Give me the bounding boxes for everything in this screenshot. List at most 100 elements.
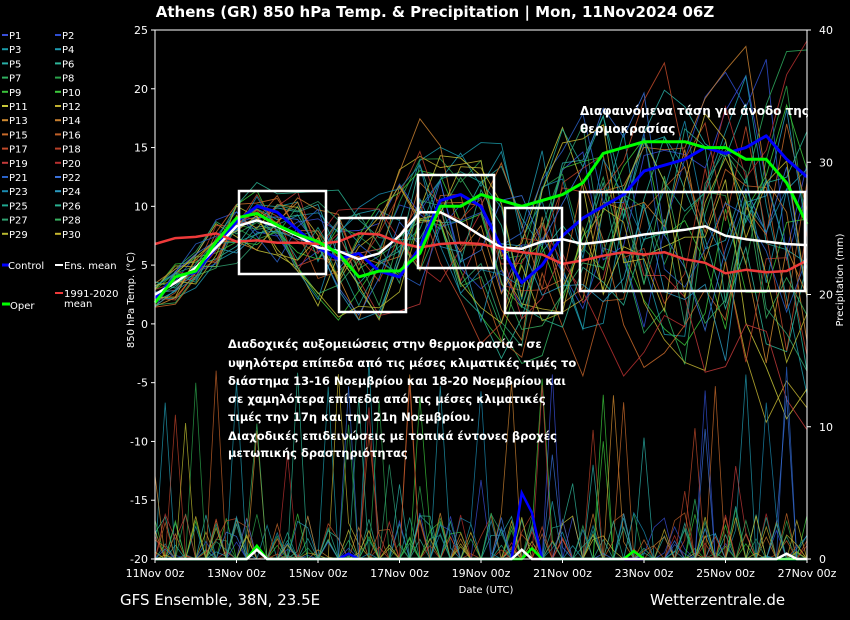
y-tick-label: 25 — [134, 24, 148, 37]
annotation-box — [416, 173, 496, 270]
x-tick-label: 11Nov 00z — [126, 567, 185, 580]
legend-item-p12: P12 — [62, 102, 81, 113]
annotation-box — [503, 206, 564, 315]
legend-item-p4: P4 — [62, 45, 74, 56]
legend-item-p8: P8 — [62, 74, 74, 85]
legend-item-p3: P3 — [9, 45, 21, 56]
y-tick-label: 15 — [134, 142, 148, 155]
member-line-P18 — [154, 150, 808, 363]
svg-text:Διαχοδικές επιδεινώσεις με τοπ: Διαχοδικές επιδεινώσεις με τοπικά έντονε… — [228, 429, 557, 443]
annotation-box — [237, 189, 328, 276]
legend-item-p5: P5 — [9, 59, 21, 70]
y-tick-label: 5 — [141, 259, 148, 272]
legend-item-p15: P15 — [9, 130, 28, 141]
y-tick-label: -5 — [137, 377, 148, 390]
legend-ens-mean: Ens. mean — [64, 261, 117, 272]
member-line-P27 — [154, 123, 808, 372]
legend-clim-line1: 1991-2020 — [64, 289, 119, 300]
legend-item-p27: P27 — [9, 216, 28, 227]
member-line-P10 — [154, 103, 808, 330]
y2-tick-label: 40 — [819, 24, 833, 37]
x-axis-label: Date (UTC) — [459, 585, 514, 596]
series-1991-2020-mean — [154, 232, 808, 275]
legend-item-p18: P18 — [62, 145, 81, 156]
y2-tick-label: 10 — [819, 421, 833, 434]
x-tick-label: 25Nov 00z — [696, 567, 755, 580]
legend-item-p29: P29 — [9, 230, 28, 241]
series-ens-mean — [154, 210, 808, 296]
legend-item-p6: P6 — [62, 59, 74, 70]
legend: P1 P2 P3 P4 P5 P6 P7 P8 P9 P10 P11 P12 P13 P14 P15 P16 P… — [2, 31, 81, 241]
y-tick-label: 10 — [134, 200, 148, 213]
y-tick-label: 20 — [134, 83, 148, 96]
y-tick-label: -10 — [130, 435, 148, 448]
member-line-P26 — [154, 127, 808, 328]
x-tick-label: 15Nov 00z — [289, 567, 348, 580]
svg-text:σε χαμηλότερα επίπεδα από τις: σε χαμηλότερα επίπεδα από τις μέσες κλιμ… — [228, 392, 546, 406]
svg-text:Διαδοχικές αυξομειώσεις στην θ: Διαδοχικές αυξομειώσεις στην θερμοκρασία… — [228, 337, 542, 351]
legend-item-p19: P19 — [9, 159, 28, 170]
y-tick-label: -20 — [130, 553, 148, 566]
svg-text:μετωπικής δραστηριότητας: μετωπικής δραστηριότητας — [228, 446, 408, 460]
legend-item-p13: P13 — [9, 116, 28, 127]
y2-tick-label: 30 — [819, 156, 833, 169]
x-tick-label: 13Nov 00z — [207, 567, 266, 580]
member-line-P7 — [154, 49, 808, 365]
footer-site: Wetterzentrale.de — [650, 591, 785, 609]
annotation-left: Διαδοχικές αυξομειώσεις στην θερμοκρασία… — [228, 337, 576, 460]
legend-item-p25: P25 — [9, 201, 28, 212]
annotation-box — [337, 216, 408, 314]
member-line-P2 — [154, 59, 808, 328]
legend-item-p28: P28 — [62, 216, 81, 227]
legend-item-p26: P26 — [62, 201, 81, 212]
legend-special: Control Ens. mean 1991-2020 mean Oper — [2, 261, 119, 312]
legend-item-p17: P17 — [9, 145, 28, 156]
member-line-P24 — [154, 109, 808, 361]
legend-item-p23: P23 — [9, 187, 28, 198]
x-tick-label: 23Nov 00z — [615, 567, 674, 580]
member-line-P9 — [154, 155, 808, 346]
legend-item-p1: P1 — [9, 31, 21, 42]
legend-item-p11: P11 — [9, 102, 28, 113]
svg-text:τιμές την 17η και την 21η Νοεμ: τιμές την 17η και την 21η Νοεμβρίου. — [228, 410, 475, 424]
legend-item-p14: P14 — [62, 116, 81, 127]
legend-item-p2: P2 — [62, 31, 74, 42]
legend-oper: Oper — [10, 301, 35, 312]
series-control — [153, 134, 808, 300]
legend-item-p20: P20 — [62, 159, 81, 170]
y-tick-label: -15 — [130, 494, 148, 507]
y2-axis-ticks: 40 30 20 10 0 — [807, 24, 833, 566]
x-tick-label: 21Nov 00z — [533, 567, 592, 580]
svg-text:υψηλότερα επίπεδα από τις μέσε: υψηλότερα επίπεδα από τις μέσες κλιματικ… — [228, 356, 576, 370]
annotation-box — [578, 190, 807, 293]
legend-item-p16: P16 — [62, 130, 81, 141]
x-tick-label: 17Nov 00z — [370, 567, 429, 580]
legend-control: Control — [8, 261, 44, 272]
legend-item-p21: P21 — [9, 173, 28, 184]
series-oper — [153, 140, 809, 304]
member-line-P12 — [154, 155, 808, 424]
x-tick-label: 27Nov 00z — [778, 567, 837, 580]
legend-item-p22: P22 — [62, 173, 81, 184]
member-line-P16 — [154, 165, 808, 378]
member-line-P14 — [154, 45, 808, 342]
annotation-right-line1: Διαφαινόμενα τάση για άνοδο της — [580, 104, 809, 118]
svg-text:διάστημα 13-16 Νοεμβρίου και 1: διάστημα 13-16 Νοεμβρίου και 18-20 Νοεμβ… — [228, 374, 566, 388]
legend-clim-line2: mean — [64, 299, 92, 310]
x-axis-ticks: 11Nov 00z 13Nov 00z 15Nov 00z 17Nov 00z 19No… — [126, 559, 837, 580]
legend-item-p24: P24 — [62, 187, 81, 198]
member-line-P25 — [154, 114, 808, 372]
annotation-right-line2: θερμοκρασίας — [580, 122, 675, 136]
y-axis-label: 850 hPa Temp. (°C) — [126, 252, 137, 348]
chart-title: Athens (GR) 850 hPa Temp. & Precipitatio… — [156, 3, 715, 22]
footer-source: GFS Ensemble, 38N, 23.5E — [120, 591, 320, 609]
y2-tick-label: 20 — [819, 289, 833, 302]
y2-axis-label: Precipitation (mm) — [835, 233, 846, 326]
member-line-P30 — [154, 112, 808, 313]
y-axis-ticks: 25 20 15 10 5 0 -5 -10 -15 -20 — [130, 24, 155, 566]
y-tick-label: 0 — [141, 318, 148, 331]
annotation-boxes — [237, 173, 807, 315]
y2-tick-label: 0 — [819, 553, 826, 566]
legend-item-p9: P9 — [9, 88, 21, 99]
